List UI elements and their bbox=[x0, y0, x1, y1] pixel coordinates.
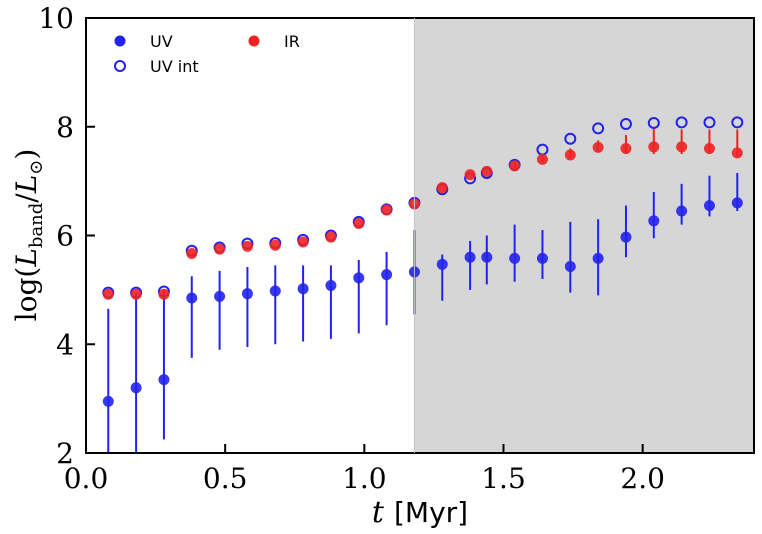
y-tick-label: 10 bbox=[38, 2, 74, 35]
point-s1 bbox=[564, 132, 577, 145]
legend-marker-uv-int bbox=[114, 60, 126, 72]
point-s2 bbox=[436, 182, 448, 194]
point-s0 bbox=[353, 272, 365, 284]
x-axis-unit: [Myr] bbox=[394, 496, 468, 529]
point-s1 bbox=[647, 116, 660, 129]
point-s2 bbox=[353, 218, 365, 230]
legend-label-ir: IR bbox=[284, 32, 300, 51]
point-s0 bbox=[325, 280, 337, 292]
point-s2 bbox=[703, 143, 715, 154]
point-s0 bbox=[731, 197, 743, 209]
point-s2 bbox=[186, 247, 198, 259]
point-s0 bbox=[186, 292, 198, 304]
point-s2 bbox=[269, 239, 281, 251]
legend: UV UV int IR bbox=[114, 32, 300, 76]
y-label-den-sub: ⊙ bbox=[26, 160, 47, 175]
point-s2 bbox=[564, 149, 576, 161]
x-axis-label: t [Myr] bbox=[372, 495, 468, 530]
point-s0 bbox=[158, 374, 170, 386]
point-s0 bbox=[536, 252, 548, 264]
y-label-num-sub: band bbox=[26, 203, 47, 248]
x-tick-label: 1.5 bbox=[481, 462, 526, 495]
point-s0 bbox=[509, 252, 521, 264]
x-axis-var: t bbox=[372, 495, 385, 530]
point-s0 bbox=[676, 205, 688, 217]
y-tick-label: 8 bbox=[56, 111, 74, 144]
x-tick-label: 1.0 bbox=[342, 462, 387, 495]
point-s0 bbox=[481, 251, 493, 263]
point-s2 bbox=[676, 141, 688, 153]
x-tick-label: 0.0 bbox=[64, 462, 109, 495]
y-tick-label: 2 bbox=[56, 437, 74, 470]
point-s0 bbox=[436, 258, 448, 270]
y-axis-ticks: 2 4 6 8 10 bbox=[38, 2, 95, 470]
point-s2 bbox=[130, 288, 142, 300]
x-axis-ticks: 0.0 0.5 1.0 1.5 2.0 bbox=[64, 444, 665, 495]
y-axis-label: log(Lband/L⊙) bbox=[10, 149, 47, 322]
point-s2 bbox=[241, 240, 253, 252]
point-s0 bbox=[648, 215, 660, 227]
point-s1 bbox=[703, 116, 716, 129]
point-s2 bbox=[509, 160, 521, 172]
point-s2 bbox=[214, 243, 226, 255]
legend-label-uv-int: UV int bbox=[150, 57, 199, 76]
point-s2 bbox=[536, 153, 548, 165]
x-tick-label: 2.0 bbox=[620, 462, 665, 495]
point-s0 bbox=[269, 285, 281, 297]
y-label-den-var: L bbox=[10, 175, 43, 195]
point-s0 bbox=[620, 231, 632, 243]
shaded-region bbox=[414, 18, 754, 453]
legend-marker-uv bbox=[114, 35, 126, 47]
point-s2 bbox=[620, 143, 632, 154]
y-tick-label: 4 bbox=[56, 328, 74, 361]
point-s2 bbox=[481, 165, 493, 177]
x-tick-label: 0.5 bbox=[203, 462, 248, 495]
point-s0 bbox=[564, 260, 576, 272]
legend-label-uv: UV bbox=[150, 32, 173, 51]
point-s2 bbox=[731, 147, 743, 159]
legend-marker-ir bbox=[248, 35, 260, 47]
point-s0 bbox=[130, 382, 142, 394]
point-s1 bbox=[619, 118, 632, 131]
y-label-slash: / bbox=[10, 193, 43, 203]
point-s2 bbox=[158, 288, 170, 300]
point-s1 bbox=[731, 116, 744, 129]
point-s0 bbox=[102, 395, 114, 407]
point-s2 bbox=[381, 204, 393, 216]
point-s0 bbox=[241, 288, 253, 300]
point-s2 bbox=[297, 236, 309, 248]
y-label-num-var: L bbox=[10, 248, 43, 268]
point-s0 bbox=[592, 252, 604, 264]
point-s0 bbox=[464, 251, 476, 263]
point-s2 bbox=[102, 288, 114, 300]
y-label-prefix: log( bbox=[10, 267, 43, 322]
point-s0 bbox=[297, 283, 309, 295]
point-s1 bbox=[675, 116, 688, 129]
y-tick-label: 6 bbox=[56, 220, 74, 253]
point-s2 bbox=[592, 141, 604, 153]
point-s0 bbox=[214, 290, 226, 302]
point-s2 bbox=[325, 231, 337, 243]
y-label-suffix: ) bbox=[10, 149, 43, 160]
point-s1 bbox=[592, 122, 605, 135]
point-s0 bbox=[381, 269, 393, 281]
point-s2 bbox=[464, 169, 476, 181]
point-s0 bbox=[703, 200, 715, 212]
point-s2 bbox=[648, 141, 660, 153]
